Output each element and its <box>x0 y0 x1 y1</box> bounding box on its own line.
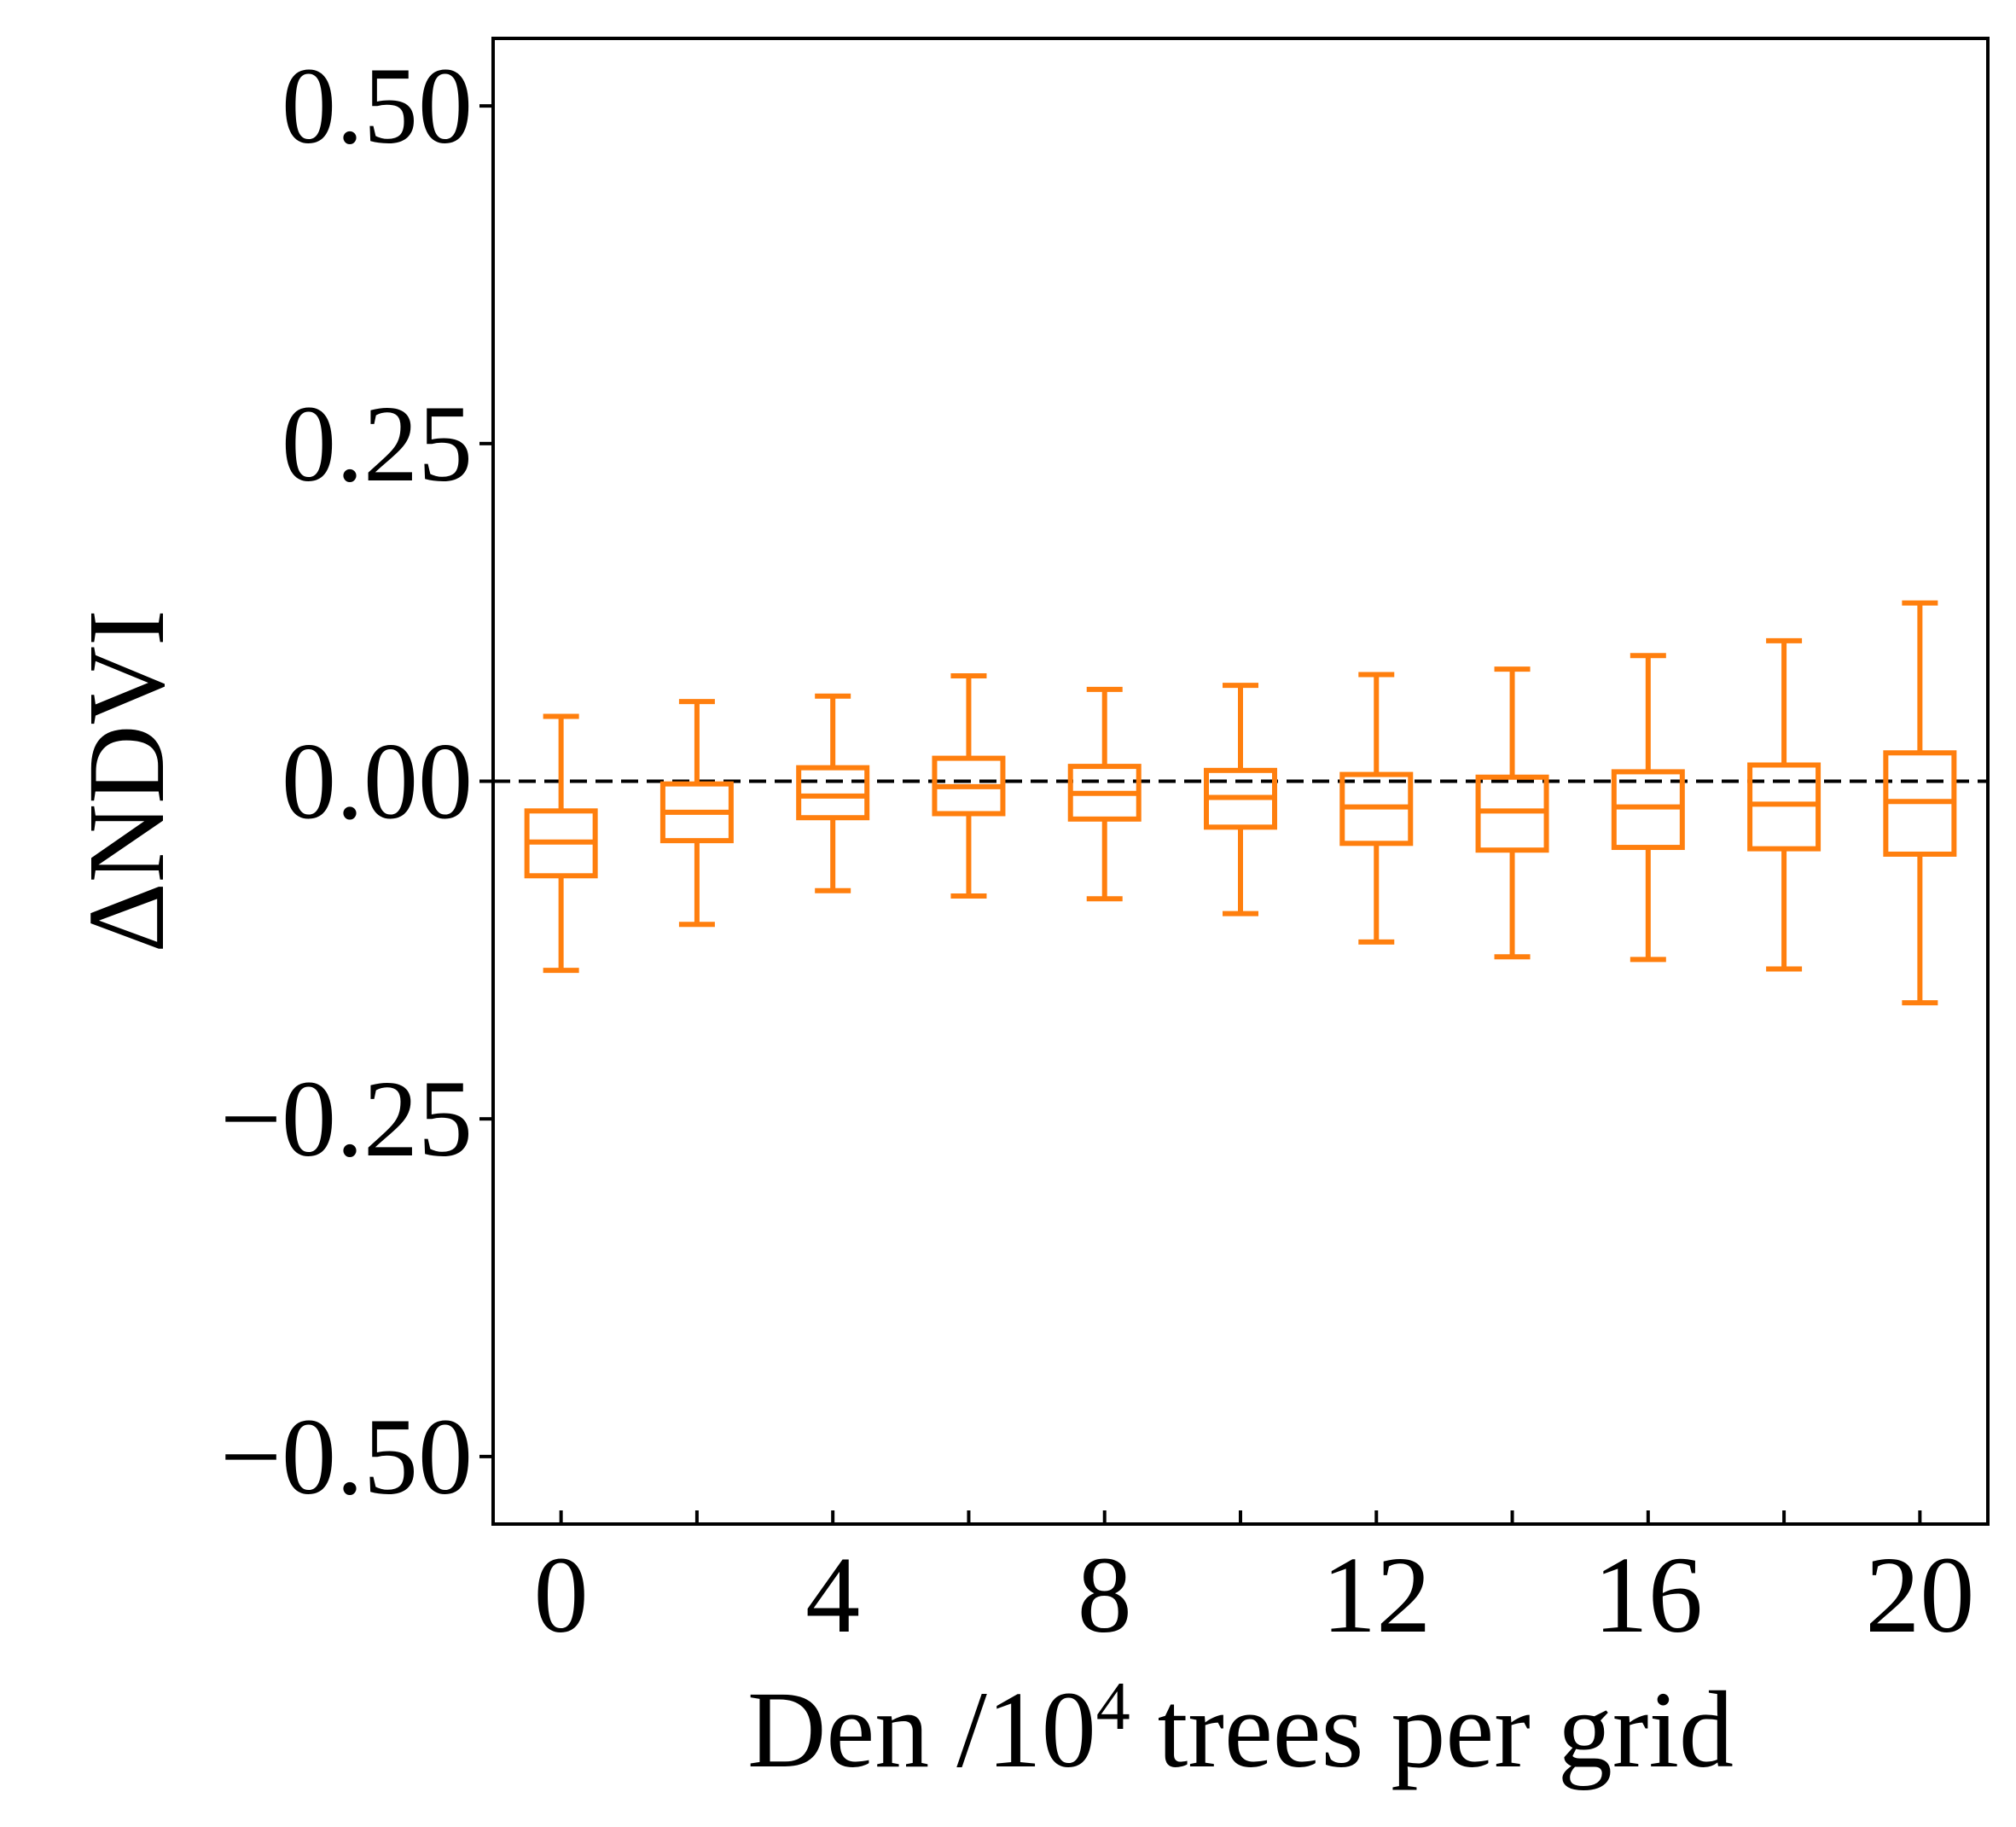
y-tick-label: −0.25 <box>220 1058 473 1179</box>
y-tick-label: −0.50 <box>220 1396 473 1517</box>
x-axis-title-superscript: 4 <box>1096 1669 1130 1744</box>
x-tick-label: 4 <box>805 1534 860 1655</box>
y-tick-label: 0.50 <box>282 45 473 166</box>
iqr-box <box>1747 762 1821 852</box>
box-2 <box>659 699 734 928</box>
x-tick-label: 8 <box>1078 1534 1132 1655</box>
x-axis-title-suffix: trees per grid <box>1130 1669 1734 1790</box>
y-tick-label: 0.25 <box>282 383 473 504</box>
y-tick-label: 0.00 <box>282 721 473 842</box>
x-axis-title-prefix: Den /10 <box>747 1669 1096 1790</box>
box-16 <box>1611 653 1685 963</box>
box-4 <box>796 693 870 893</box>
x-tick-label: 16 <box>1594 1534 1703 1655</box>
x-axis-title: Den /104 trees per grid <box>747 1669 1734 1790</box>
iqr-box <box>1611 769 1685 851</box>
box-layer <box>524 600 1957 1006</box>
x-tick-label: 20 <box>1865 1534 1974 1655</box>
axis-layer: 0.50 0.25 0.00 −0.25 −0.50 0 4 8 12 16 20 <box>220 37 1990 1655</box>
box-0 <box>524 713 598 974</box>
box-14 <box>1475 666 1549 960</box>
x-tick-label: 12 <box>1322 1534 1431 1655</box>
iqr-box <box>796 765 870 821</box>
x-tick-label: 0 <box>534 1534 589 1655</box>
box-8 <box>1067 686 1142 902</box>
box-12 <box>1339 672 1414 945</box>
box-6 <box>932 673 1006 899</box>
box-18 <box>1747 637 1821 972</box>
y-axis-title: ΔNDVI <box>66 609 187 952</box>
box-20 <box>1883 600 1957 1006</box>
box-10 <box>1204 683 1277 916</box>
iqr-box <box>1475 774 1549 853</box>
